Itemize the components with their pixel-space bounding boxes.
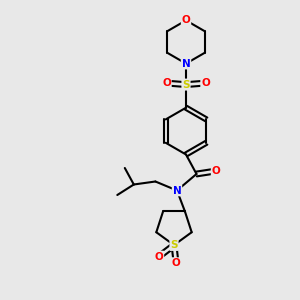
Text: O: O	[182, 15, 190, 26]
Text: N: N	[172, 185, 182, 196]
Text: N: N	[182, 58, 190, 69]
Text: O: O	[172, 258, 181, 268]
Text: O: O	[201, 78, 210, 88]
Text: S: S	[182, 80, 190, 90]
Text: S: S	[170, 240, 178, 250]
Text: O: O	[154, 251, 164, 262]
Text: O: O	[212, 166, 220, 176]
Text: O: O	[162, 78, 171, 88]
